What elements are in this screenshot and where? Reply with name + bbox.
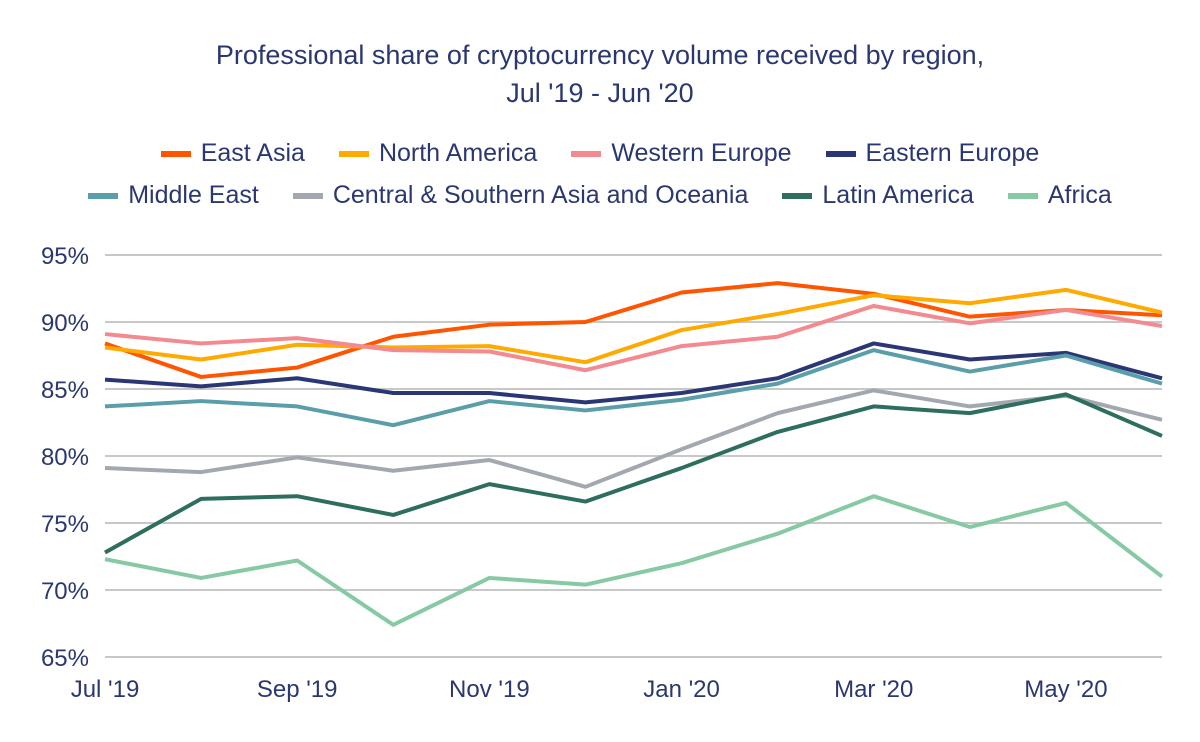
x-tick-label: Mar '20 xyxy=(834,676,913,703)
legend-label: East Asia xyxy=(200,139,305,167)
series-line-north-america xyxy=(104,287,1163,365)
legend-marker xyxy=(782,192,813,199)
series-line-africa xyxy=(104,494,1164,627)
legend-marker xyxy=(1007,192,1038,199)
legend-item: East Asia xyxy=(160,139,305,168)
y-tick-label: 80% xyxy=(41,444,89,471)
legend-row-2: Middle East Central & Southern Asia and O… xyxy=(0,181,1200,210)
legend-label: Eastern Europe xyxy=(865,139,1040,167)
x-tick-label: Jan '20 xyxy=(643,676,720,703)
x-tick-label: Sep '19 xyxy=(257,676,338,703)
legend-marker xyxy=(292,192,323,199)
legend-marker xyxy=(338,150,369,157)
y-tick-label: 85% xyxy=(41,377,89,404)
series-line-middle-east xyxy=(104,348,1163,428)
x-tick-label: Nov '19 xyxy=(449,676,530,703)
legend-item: Central & Southern Asia and Oceania xyxy=(292,181,749,210)
legend-label: Middle East xyxy=(128,181,259,209)
chart-title: Professional share of cryptocurrency vol… xyxy=(215,40,985,70)
y-tick-label: 70% xyxy=(41,578,89,605)
y-tick-label: 65% xyxy=(41,645,89,672)
chart-subtitle: Jul '19 - Jun '20 xyxy=(506,78,694,108)
legend-marker xyxy=(825,150,856,157)
legend-item: Latin America xyxy=(782,181,974,210)
series-line-eastern-europe xyxy=(104,341,1163,405)
y-tick-label: 95% xyxy=(41,243,89,270)
x-tick-label: Jul '19 xyxy=(71,676,140,703)
legend-row-1: East Asia North America Western Europe East… xyxy=(0,139,1200,168)
legend-marker xyxy=(571,150,602,157)
legend-label: Western Europe xyxy=(611,139,792,167)
legend-item: Eastern Europe xyxy=(825,139,1040,168)
legend-label: Latin America xyxy=(822,181,974,209)
series-line-latin-america xyxy=(104,392,1163,555)
series-line-central-southern-asia-and-oceania xyxy=(104,388,1163,489)
legend-marker xyxy=(88,192,119,199)
series-line-east-asia xyxy=(104,281,1163,379)
legend-item: Middle East xyxy=(88,181,259,210)
legend-item: Africa xyxy=(1007,181,1112,210)
x-tick-label: May '20 xyxy=(1024,676,1107,703)
y-tick-label: 75% xyxy=(41,511,89,538)
y-tick-label: 90% xyxy=(41,310,89,337)
legend-item: Western Europe xyxy=(571,139,792,168)
legend-label: North America xyxy=(378,139,538,167)
series-line-western-europe xyxy=(104,303,1163,373)
legend-marker xyxy=(160,150,191,157)
legend-item: North America xyxy=(338,139,538,168)
legend-label: Central & Southern Asia and Oceania xyxy=(332,181,749,209)
legend-label: Africa xyxy=(1047,181,1112,209)
